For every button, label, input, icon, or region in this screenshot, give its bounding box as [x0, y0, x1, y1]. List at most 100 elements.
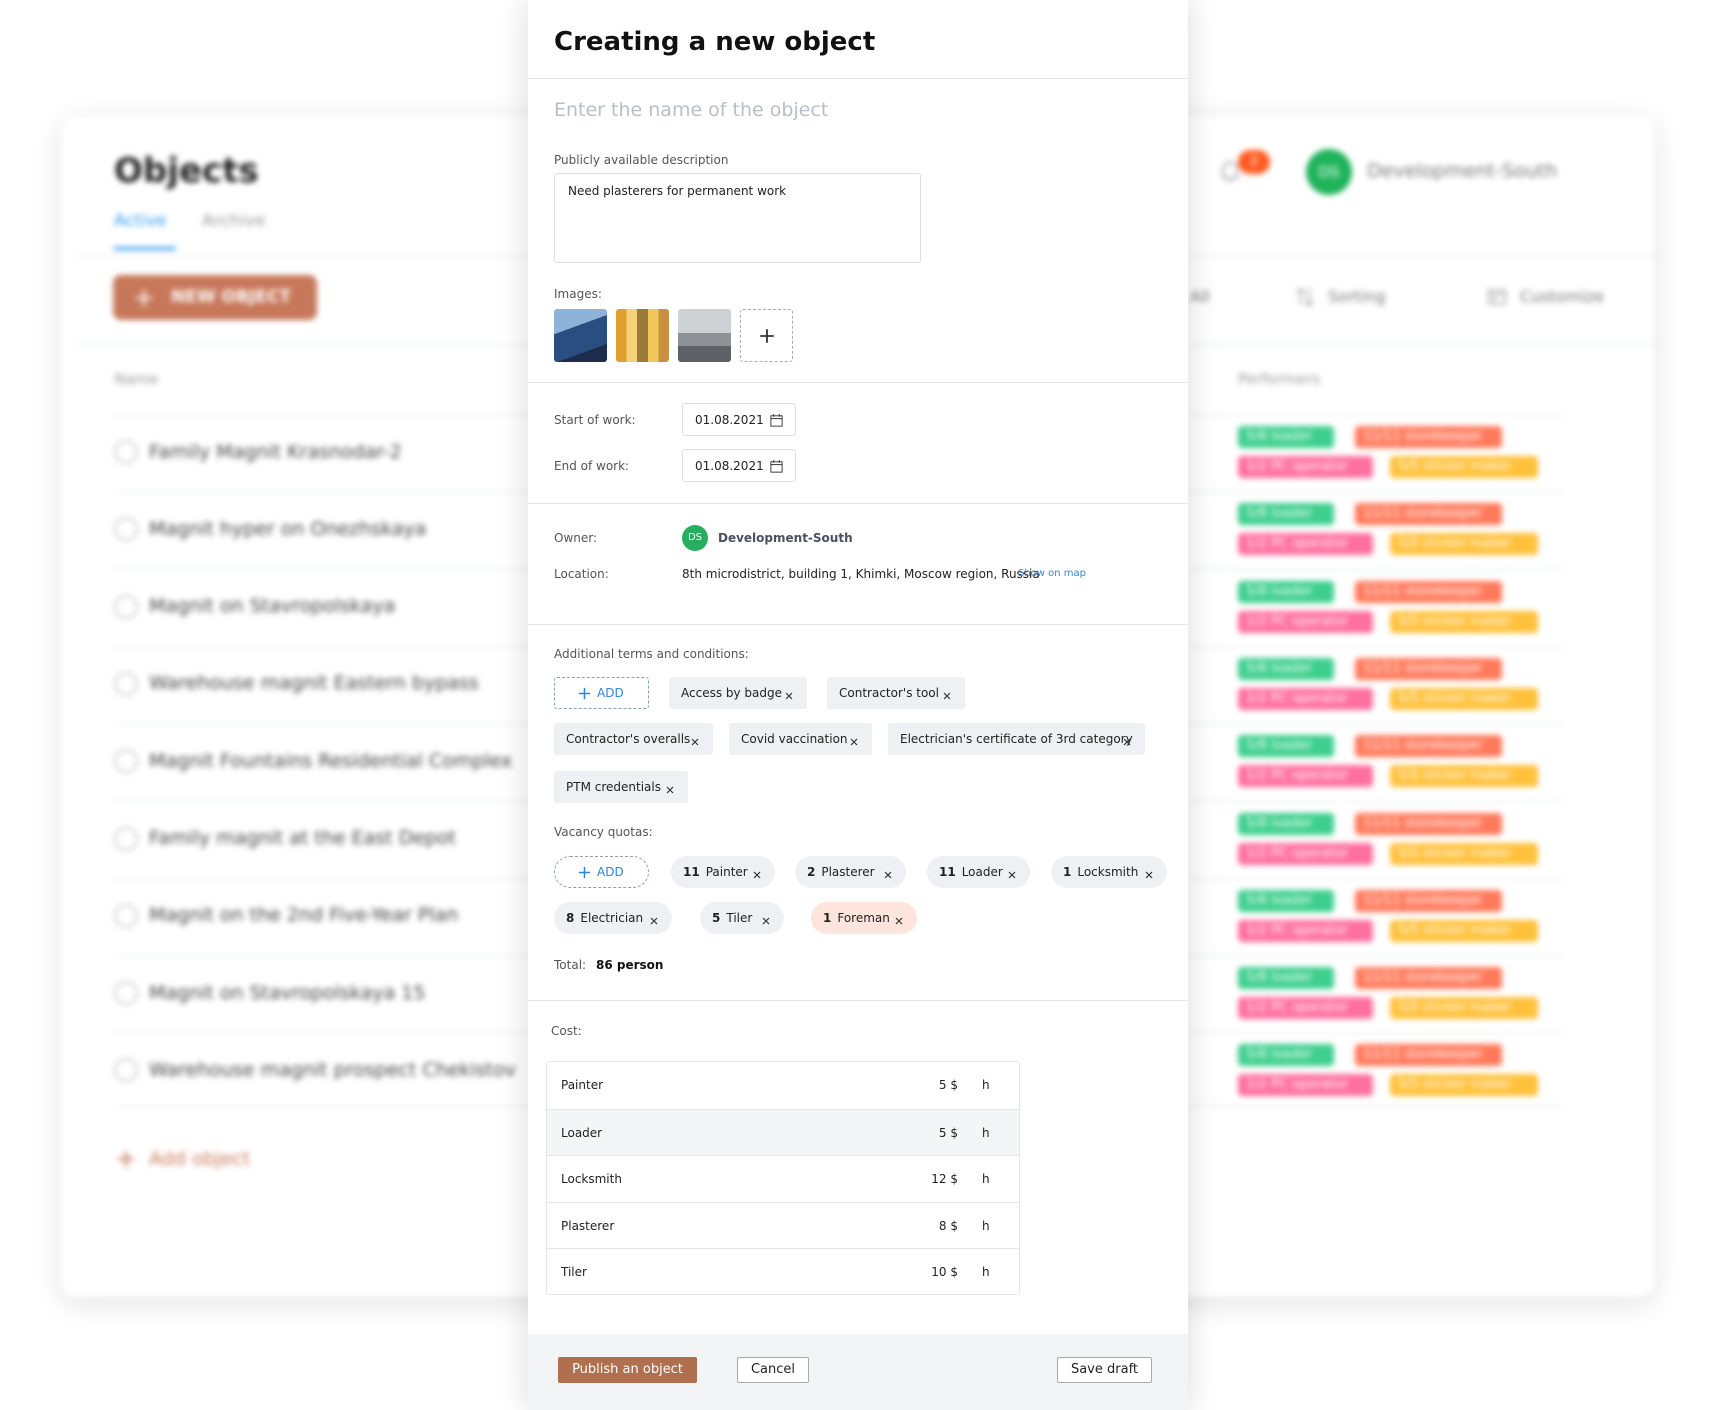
- image-thumbnail: [554, 309, 607, 362]
- remove-icon[interactable]: [648, 912, 660, 925]
- field-label: Owner:: [554, 531, 598, 545]
- tab: Archive: [202, 211, 266, 231]
- add-button[interactable]: ADD: [554, 856, 649, 888]
- quota-label: 1 Foreman: [823, 902, 890, 934]
- bell-icon: [1216, 157, 1244, 185]
- quota-count: 1: [1063, 865, 1072, 879]
- performer-tag: 1/2 PC operator: [1238, 1074, 1373, 1097]
- add-button[interactable]: ADD: [554, 677, 649, 709]
- performer-tag: 1/2 PC operator: [1238, 997, 1373, 1020]
- remove-icon[interactable]: [893, 912, 905, 925]
- performer-tag: 11/11 storekeeper: [1355, 503, 1502, 526]
- remove-icon[interactable]: [1121, 733, 1133, 746]
- object-name: Family magnit at the East Depot: [149, 827, 457, 849]
- quota-chip: 11 Painter: [671, 856, 775, 888]
- performer-tag: 5/8 loader: [1238, 1044, 1334, 1067]
- cost-unit: h: [982, 1125, 990, 1140]
- object-name: Magnit Fountains Residential Complex: [149, 749, 513, 772]
- object-name: Warehouse magnit Eastern bypass: [149, 672, 479, 695]
- remove-icon[interactable]: [848, 733, 860, 746]
- remove-icon[interactable]: [941, 687, 953, 700]
- object-name: Magnit on Stavropolskaya 15: [149, 981, 426, 1004]
- cost-name: Plasterer: [561, 1218, 615, 1233]
- quota-chip: 2 Plasterer: [795, 856, 906, 888]
- cost-row: Painter 5 $ h: [547, 1062, 1019, 1109]
- remove-icon[interactable]: [664, 781, 676, 794]
- owner-avatar: DS: [682, 525, 708, 551]
- performer-tag: 5/8 loader: [1238, 503, 1334, 526]
- quota-label: 8 Electrician: [566, 902, 643, 934]
- publish-button[interactable]: Publish an object: [558, 1357, 697, 1383]
- field-label: Additional terms and conditions:: [554, 647, 749, 661]
- remove-icon[interactable]: [751, 866, 763, 879]
- field-label: Location:: [554, 567, 609, 581]
- cancel-button[interactable]: Cancel: [737, 1357, 809, 1383]
- object-name: Magnit on the 2nd Five-Year Plan: [149, 904, 459, 927]
- total-label: Total:: [554, 958, 587, 972]
- add-object: Add object: [149, 1147, 251, 1170]
- row-check: [114, 440, 138, 464]
- cost-price: 12 $: [931, 1172, 958, 1187]
- description-text: Need plasterers for permanent work: [568, 184, 787, 198]
- performer-tag: 5/8 loader: [1238, 889, 1334, 912]
- add-image-button[interactable]: [740, 309, 793, 362]
- remove-icon[interactable]: [1143, 866, 1155, 879]
- term-chip: PTM credentials: [554, 771, 688, 803]
- description-box: [554, 173, 921, 263]
- field-label: End of work:: [554, 459, 630, 473]
- quota-name: Electrician: [580, 911, 644, 925]
- plus-icon-svg: [135, 289, 153, 307]
- cost-row: Plasterer 8 $ h: [547, 1201, 1019, 1249]
- performer-tag: 5/5 sticker maker: [1390, 997, 1538, 1020]
- cost-name: Painter: [561, 1078, 604, 1092]
- cost-price: 8 $: [938, 1218, 958, 1233]
- row-check: [114, 903, 138, 928]
- date-input[interactable]: 01.08.2021: [682, 449, 796, 482]
- plus-icon: [133, 287, 155, 309]
- save-draft-button[interactable]: Save draft: [1057, 1357, 1152, 1383]
- term-text: Access by badge: [681, 686, 783, 700]
- remove-icon-svg: [650, 917, 658, 925]
- page-title: Objects: [114, 150, 259, 191]
- cost-unit: h: [982, 1265, 990, 1280]
- performer-tag: 11/11 storekeeper: [1355, 889, 1502, 912]
- cost-table: Painter 5 $ h Loader 5 $ h Locksmith 12 $ h Plast…: [546, 1061, 1020, 1295]
- remove-icon[interactable]: [882, 866, 894, 879]
- quota-label: 11 Painter: [683, 856, 748, 888]
- performer-tag: 1/2 PC operator: [1238, 765, 1373, 788]
- cost-price: 5 $: [938, 1078, 958, 1092]
- performer-tag: 11/11 storekeeper: [1355, 967, 1502, 990]
- term-chip: Covid vaccination: [729, 723, 872, 755]
- date-value: 01.08.2021: [695, 459, 764, 473]
- performer-tag: 1/2 PC operator: [1238, 919, 1373, 942]
- calendar-icon: [769, 459, 784, 474]
- performer-tag: 5/8 loader: [1238, 967, 1334, 990]
- column-header: Name: [114, 369, 159, 388]
- remove-icon[interactable]: [689, 733, 701, 746]
- quota-label: 1 Locksmith: [1063, 856, 1138, 888]
- date-input[interactable]: 01.08.2021: [682, 403, 796, 436]
- performer-tag: 1/2 PC operator: [1238, 687, 1373, 710]
- button-label: NEW OBJECT: [171, 287, 291, 307]
- remove-icon-svg: [1123, 738, 1131, 746]
- remove-icon[interactable]: [783, 687, 795, 700]
- performer-tag: 5/5 sticker maker: [1390, 533, 1538, 556]
- new-object-button[interactable]: NEW OBJECT: [113, 275, 317, 320]
- add-label: ADD: [597, 686, 624, 700]
- performer-tag: 1/2 PC operator: [1238, 533, 1373, 556]
- show-on-map-link[interactable]: Show on map: [1018, 568, 1087, 579]
- divider: [528, 503, 1188, 504]
- cost-name: Locksmith: [561, 1172, 622, 1187]
- performer-tag: 11/11 storekeeper: [1355, 1044, 1502, 1067]
- remove-icon[interactable]: [1006, 866, 1018, 879]
- remove-icon[interactable]: [760, 912, 772, 925]
- add-icon: [115, 1148, 137, 1170]
- owner-name: Development-South: [718, 531, 853, 545]
- plus-icon: [577, 865, 592, 880]
- term-text: Contractor's overalls: [566, 732, 691, 746]
- cost-price: 5 $: [938, 1125, 958, 1140]
- quota-name: Locksmith: [1077, 865, 1139, 879]
- quota-count: 2: [807, 865, 816, 879]
- performer-tag: 11/11 storekeeper: [1355, 657, 1502, 680]
